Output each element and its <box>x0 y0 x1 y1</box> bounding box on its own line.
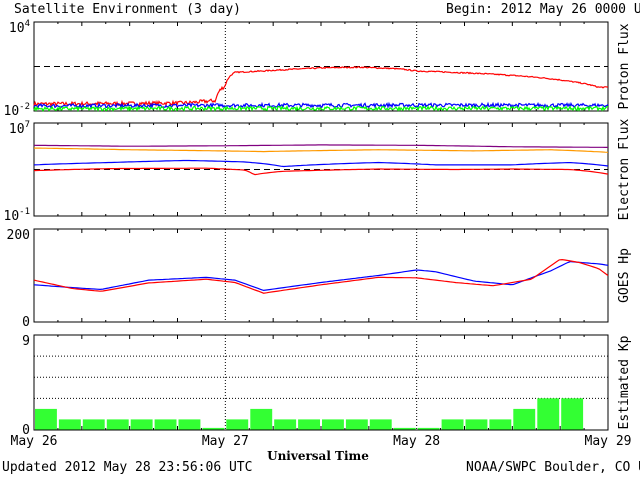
y-tick-labels: 104 10-2 <box>4 19 31 119</box>
y-axis-label: GOES Hp <box>617 248 632 303</box>
kp-bar <box>298 419 320 430</box>
kp-bar <box>226 419 249 430</box>
y-axis-label: Estimated Kp <box>617 335 632 429</box>
electron-flux-panel: 107 10-1 Electron Flux <box>4 118 633 224</box>
x-axis-label: Universal Time <box>267 449 369 463</box>
y-tick-top: 9 <box>22 334 30 349</box>
y-tick-top: 107 <box>9 120 30 137</box>
kp-bar <box>489 419 512 430</box>
updated-time: Updated 2012 May 28 23:56:06 UTC <box>2 460 253 475</box>
kp-bar <box>465 419 488 430</box>
goes-hp-series-blue <box>33 260 609 292</box>
panel-frame-overlay <box>33 334 609 431</box>
proton-flux-series-red <box>33 66 609 108</box>
kp-bar <box>537 398 560 430</box>
kp-bar <box>58 419 81 430</box>
kp-bar <box>35 408 57 430</box>
kp-bar <box>178 419 201 430</box>
x-tick-label: May 27 <box>202 434 249 449</box>
electron-flux-series-red <box>33 167 609 176</box>
y-tick-top: 104 <box>9 19 30 36</box>
proton-flux-series-blue <box>33 101 609 110</box>
kp-bar <box>322 419 344 430</box>
y-tick-labels: 107 10-1 <box>4 120 31 224</box>
kp-bar <box>250 408 273 430</box>
kp-bar <box>417 427 440 430</box>
proton-flux-series-green <box>33 104 608 113</box>
kp-bar <box>561 398 584 430</box>
electron-flux-series-purple <box>33 144 608 148</box>
goes-hp-series-red <box>33 258 609 294</box>
y-tick-bottom: 10-2 <box>4 102 31 119</box>
credit: NOAA/SWPC Boulder, CO USA <box>466 460 640 475</box>
kp-bar <box>369 419 392 430</box>
kp-bar <box>345 419 368 430</box>
chart-title: Satellite Environment (3 day) <box>14 2 241 17</box>
kp-bar <box>513 408 536 430</box>
begin-time: Begin: 2012 May 26 0000 UTC <box>446 2 640 17</box>
kp-bar <box>82 419 105 430</box>
panel-frame <box>33 228 609 323</box>
electron-flux-series-blue <box>33 159 609 168</box>
y-axis-label: Proton Flux <box>617 23 632 109</box>
x-tick-label: May 26 <box>11 434 58 449</box>
x-tick-label: May 29 <box>585 434 632 449</box>
y-tick-bottom: 0 <box>22 315 30 330</box>
panel-frame <box>33 21 609 112</box>
kp-bar <box>202 427 225 430</box>
y-tick-top: 200 <box>7 228 30 243</box>
y-tick-bottom: 10-1 <box>4 207 31 224</box>
proton-flux-panel: 104 10-2 Proton Flux <box>4 19 633 119</box>
kp-bar <box>106 419 129 430</box>
kp-bar <box>130 419 153 430</box>
kp-bar <box>441 419 464 430</box>
electron-flux-series-orange <box>34 147 609 153</box>
y-tick-bottom: 0 <box>22 423 30 438</box>
y-tick-labels: 90 <box>22 334 30 438</box>
kp-bar <box>393 427 416 430</box>
y-axis-label: Electron Flux <box>617 118 632 220</box>
x-tick-label: May 28 <box>393 434 440 449</box>
kp-bar <box>274 419 297 430</box>
kp-bar <box>154 419 177 430</box>
